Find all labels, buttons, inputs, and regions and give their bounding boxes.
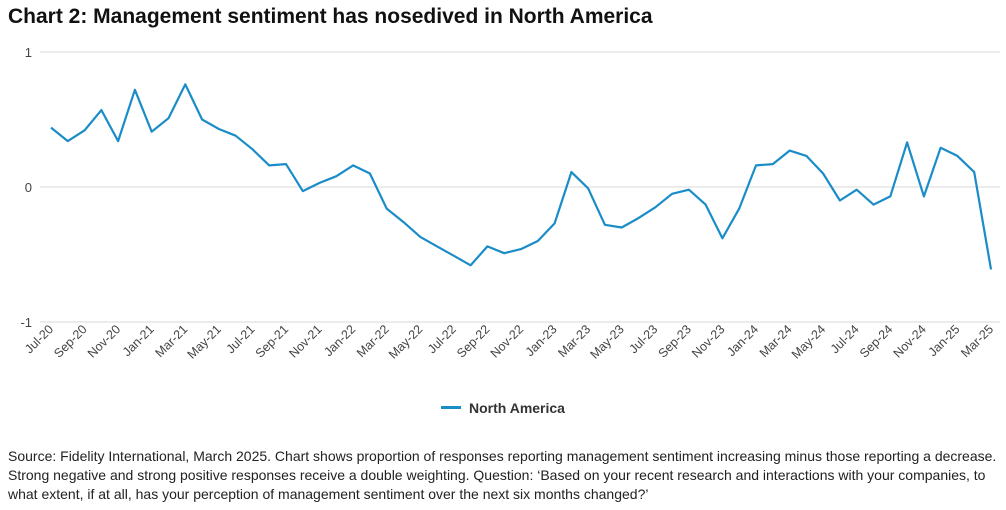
source-note: Source: Fidelity International, March 20… bbox=[8, 448, 997, 502]
x-tick-label: Jan-25 bbox=[926, 322, 963, 359]
x-tick-label: Nov-23 bbox=[689, 322, 727, 360]
y-tick-label: -1 bbox=[20, 315, 32, 330]
x-tick-label: Sep-21 bbox=[253, 322, 291, 360]
x-tick-label: May-22 bbox=[386, 322, 425, 361]
x-tick-label: Sep-20 bbox=[51, 322, 89, 360]
grid-lines bbox=[40, 51, 1000, 323]
x-tick-label: Jan-21 bbox=[120, 322, 157, 359]
x-tick-label: May-23 bbox=[587, 322, 626, 361]
x-tick-label: Nov-24 bbox=[891, 322, 929, 360]
x-tick-label: Nov-20 bbox=[85, 322, 123, 360]
x-tick-label: Jan-22 bbox=[321, 322, 358, 359]
series-lines bbox=[50, 83, 993, 270]
x-tick-label: Mar-22 bbox=[354, 322, 392, 360]
x-tick-label: Mar-21 bbox=[153, 322, 191, 360]
x-tick-label: Jan-23 bbox=[523, 322, 560, 359]
x-tick-label: Jan-24 bbox=[724, 322, 761, 359]
x-tick-label: Mar-24 bbox=[757, 322, 795, 360]
x-tick-label: Nov-21 bbox=[286, 322, 324, 360]
x-tick-label: Mar-25 bbox=[958, 322, 996, 360]
legend-label-north-america: North America bbox=[469, 400, 565, 416]
y-tick-label: 0 bbox=[25, 180, 32, 195]
x-tick-label: Sep-22 bbox=[454, 322, 492, 360]
chart-title: Chart 2: Management sentiment has nosedi… bbox=[8, 5, 653, 28]
series-line-north-america bbox=[50, 83, 993, 270]
y-axis-ticks: 1 0 -1 bbox=[20, 45, 32, 330]
legend: North America bbox=[0, 400, 1006, 416]
x-tick-label: May-21 bbox=[185, 322, 224, 361]
legend-swatch-north-america bbox=[441, 405, 462, 409]
x-tick-label: Mar-23 bbox=[555, 322, 593, 360]
y-tick-label: 1 bbox=[25, 45, 32, 60]
x-tick-label: May-24 bbox=[789, 322, 828, 361]
x-tick-label: Sep-23 bbox=[656, 322, 694, 360]
x-tick-label: Sep-24 bbox=[857, 322, 895, 360]
x-tick-label: Nov-22 bbox=[488, 322, 526, 360]
line-chart: 1 0 -1 Jul-20Sep-20Nov-20Jan-21Mar-21May-2… bbox=[20, 45, 1000, 362]
